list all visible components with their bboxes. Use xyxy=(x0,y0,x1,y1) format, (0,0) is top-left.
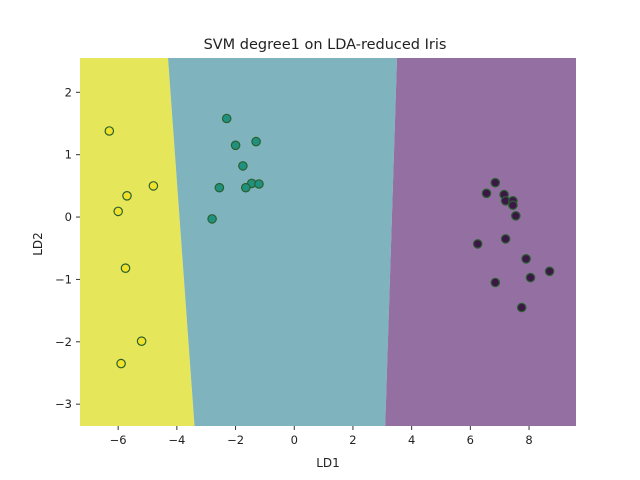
x-tick-label: 8 xyxy=(525,433,532,447)
data-point-class-2 xyxy=(544,266,555,277)
x-tick-label: −6 xyxy=(110,433,127,447)
y-tick-label: 1 xyxy=(65,148,72,162)
x-tick-label: 4 xyxy=(408,433,415,447)
decision-regions xyxy=(80,58,576,426)
y-tick-label: −3 xyxy=(55,397,72,411)
x-tick-label: −4 xyxy=(168,433,185,447)
data-point-class-1 xyxy=(207,214,217,224)
chart-title: SVM degree1 on LDA-reduced Iris xyxy=(204,37,447,53)
decision-region-class-0 xyxy=(80,58,195,426)
data-point-class-1 xyxy=(238,161,248,171)
data-point-class-0 xyxy=(136,336,147,346)
data-point-class-1 xyxy=(254,179,264,189)
x-axis-ticks: −6 −4 −2 0 2 4 6 8 xyxy=(110,426,533,447)
data-point-class-0 xyxy=(148,181,159,191)
x-tick-label: 6 xyxy=(467,433,474,447)
x-tick-label: −2 xyxy=(227,433,244,447)
x-tick-label: 2 xyxy=(349,433,356,447)
decision-region-class-1 xyxy=(168,58,397,426)
data-point-class-2 xyxy=(525,272,536,283)
data-point-class-1 xyxy=(241,182,251,193)
data-point-class-2 xyxy=(490,277,501,288)
y-tick-label: 0 xyxy=(65,210,72,224)
data-point-class-2 xyxy=(510,211,521,221)
data-point-class-2 xyxy=(490,177,501,188)
y-tick-label: 2 xyxy=(65,85,72,99)
data-point-class-1 xyxy=(230,140,241,151)
data-point-class-1 xyxy=(214,182,225,193)
data-point-class-2 xyxy=(472,239,483,249)
y-tick-label: −2 xyxy=(55,335,72,349)
data-point-class-1 xyxy=(221,113,232,124)
data-point-class-2 xyxy=(516,302,527,313)
data-point-class-1 xyxy=(251,136,261,147)
y-axis-ticks: −3 −2 −1 0 1 2 xyxy=(55,85,80,411)
y-tick-label: −1 xyxy=(55,272,72,286)
data-point-class-2 xyxy=(508,200,518,210)
data-point-class-0 xyxy=(113,206,123,217)
x-axis-label: LD1 xyxy=(316,456,340,470)
data-point-class-2 xyxy=(500,234,511,244)
data-point-class-2 xyxy=(481,188,492,199)
data-points xyxy=(104,113,555,369)
data-point-class-0 xyxy=(120,263,131,273)
data-point-class-0 xyxy=(116,358,126,369)
data-point-class-2 xyxy=(521,253,531,264)
data-point-class-0 xyxy=(122,191,132,201)
data-point-class-0 xyxy=(104,126,115,136)
y-axis-label: LD2 xyxy=(31,232,45,256)
x-tick-label: 0 xyxy=(291,433,298,447)
